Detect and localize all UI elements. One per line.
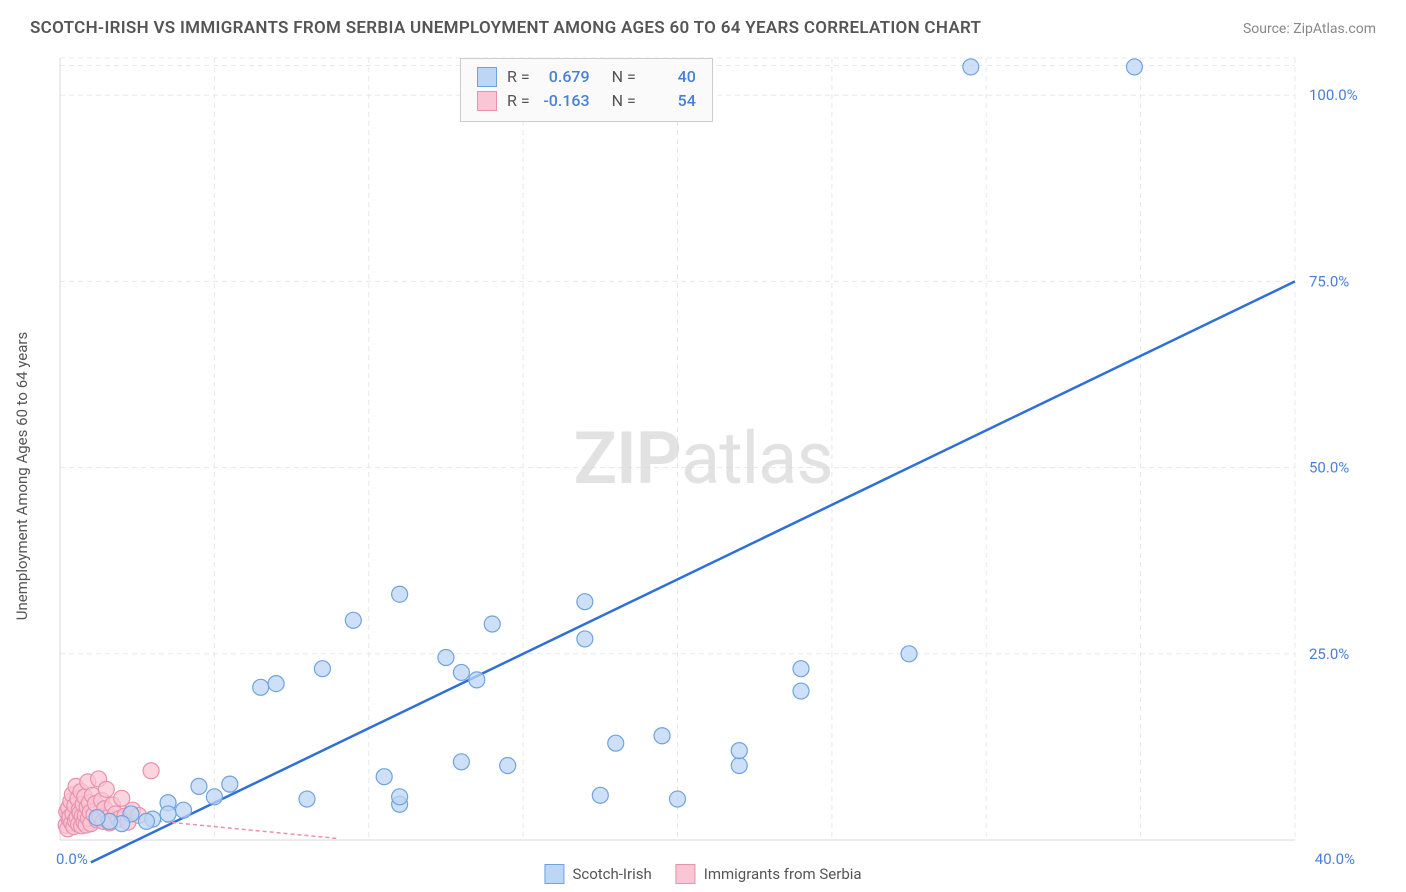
y-tick-label: 75.0% xyxy=(1309,272,1349,290)
legend: Scotch-Irish Immigrants from Serbia xyxy=(544,864,861,884)
series-swatch xyxy=(477,67,497,87)
scatter-point xyxy=(453,664,469,680)
r-value: -0.163 xyxy=(540,89,590,113)
r-value: 0.679 xyxy=(540,65,590,89)
scatter-point xyxy=(392,586,408,602)
scatter-point xyxy=(793,661,809,677)
scatter-point xyxy=(577,631,593,647)
source-label: Source: ZipAtlas.com xyxy=(1243,21,1376,37)
legend-item: Immigrants from Serbia xyxy=(676,864,862,884)
legend-swatch xyxy=(544,864,564,884)
scatter-point xyxy=(793,683,809,699)
scatter-point xyxy=(345,612,361,628)
n-value: 40 xyxy=(646,65,696,89)
scatter-plot: 25.0% 50.0% 75.0% 100.0% 0.0% 40.0% xyxy=(50,48,1390,886)
scatter-point xyxy=(901,646,917,662)
scatter-point xyxy=(577,594,593,610)
y-tick-label: 50.0% xyxy=(1309,459,1349,477)
scatter-point xyxy=(500,758,516,774)
stat-row: R = -0.163 N = 54 xyxy=(477,89,696,113)
scatter-point xyxy=(469,672,485,688)
scatter-point xyxy=(731,758,747,774)
n-label: N = xyxy=(612,89,636,113)
correlation-stats-box: R = 0.679 N = 40 R = -0.163 N = 54 xyxy=(460,58,713,122)
scatter-point xyxy=(89,810,105,826)
scatter-point xyxy=(670,791,686,807)
scatter-point xyxy=(1126,59,1142,75)
scatter-point xyxy=(138,813,154,829)
n-value: 54 xyxy=(646,89,696,113)
y-axis-label: Unemployment Among Ages 60 to 64 years xyxy=(13,332,31,620)
scatter-point xyxy=(392,789,408,805)
scatter-point xyxy=(376,769,392,785)
scatter-point xyxy=(143,763,159,779)
series-swatch xyxy=(477,91,497,111)
scatter-point xyxy=(314,661,330,677)
legend-item: Scotch-Irish xyxy=(544,864,651,884)
r-label: R = xyxy=(507,89,530,113)
scatter-point xyxy=(222,776,238,792)
scatter-point xyxy=(438,650,454,666)
legend-label: Scotch-Irish xyxy=(572,865,651,883)
scatter-point xyxy=(206,789,222,805)
y-tick-label: 100.0% xyxy=(1309,86,1358,104)
chart-area: Unemployment Among Ages 60 to 64 years 2… xyxy=(0,48,1406,886)
n-label: N = xyxy=(612,65,636,89)
x-tick-label: 40.0% xyxy=(1315,850,1355,868)
chart-title: SCOTCH-IRISH VS IMMIGRANTS FROM SERBIA U… xyxy=(30,18,981,38)
scatter-point xyxy=(592,787,608,803)
scatter-point xyxy=(160,806,176,822)
scatter-point xyxy=(98,781,114,797)
scatter-point xyxy=(299,791,315,807)
scatter-point xyxy=(176,802,192,818)
scatter-point xyxy=(268,676,284,692)
scatter-point xyxy=(484,616,500,632)
scatter-point xyxy=(654,728,670,744)
legend-label: Immigrants from Serbia xyxy=(704,865,862,883)
legend-swatch xyxy=(676,864,696,884)
scatter-point xyxy=(453,754,469,770)
y-tick-label: 25.0% xyxy=(1309,645,1349,663)
stat-row: R = 0.679 N = 40 xyxy=(477,65,696,89)
scatter-point xyxy=(608,735,624,751)
x-tick-label: 0.0% xyxy=(56,850,88,868)
scatter-point xyxy=(191,778,207,794)
scatter-point xyxy=(963,59,979,75)
r-label: R = xyxy=(507,65,530,89)
scatter-point xyxy=(731,743,747,759)
scatter-point xyxy=(253,679,269,695)
